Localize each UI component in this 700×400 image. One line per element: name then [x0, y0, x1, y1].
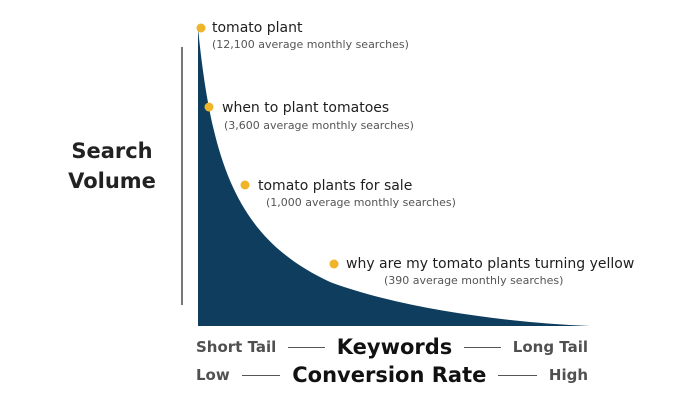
keyword-label-1: tomato plant: [212, 20, 303, 36]
long-tail-dash: [464, 346, 501, 348]
conversion-axis-row: Low Conversion Rate High: [196, 361, 588, 389]
low-dash: [241, 374, 281, 376]
searches-label-1: (12,100 average monthly searches): [212, 38, 409, 51]
high-dash: [498, 374, 537, 376]
keyword-label-3: tomato plants for sale: [258, 178, 413, 194]
short-tail-label: Short Tail: [196, 338, 277, 356]
keyword-marker-2: [204, 102, 214, 112]
keywords-axis-row: Short Tail Keywords Long Tail: [196, 333, 588, 361]
long-tail-label: Long Tail: [512, 338, 588, 356]
keyword-label-2: when to plant tomatoes: [222, 100, 390, 116]
low-label: Low: [196, 366, 230, 384]
searches-label-2: (3,600 average monthly searches): [224, 119, 414, 132]
keywords-title: Keywords: [336, 335, 453, 359]
search-volume-area: [198, 28, 590, 326]
y-axis-line: [181, 47, 183, 305]
marker-group: [196, 23, 339, 269]
conversion-rate-title: Conversion Rate: [292, 363, 487, 387]
searches-label-4: (390 average monthly searches): [384, 274, 564, 287]
y-axis-label-line-1: Search: [71, 139, 153, 163]
keyword-label-4: why are my tomato plants turning yellow: [346, 256, 635, 272]
y-axis-label-line-2: Volume: [68, 169, 156, 193]
searches-label-3: (1,000 average monthly searches): [266, 196, 456, 209]
keyword-marker-1: [196, 23, 206, 33]
keyword-marker-4: [329, 259, 339, 269]
short-tail-dash: [288, 346, 325, 348]
y-axis-label: Search Volume: [40, 136, 184, 196]
high-label: High: [548, 366, 589, 384]
keyword-marker-3: [240, 180, 250, 190]
